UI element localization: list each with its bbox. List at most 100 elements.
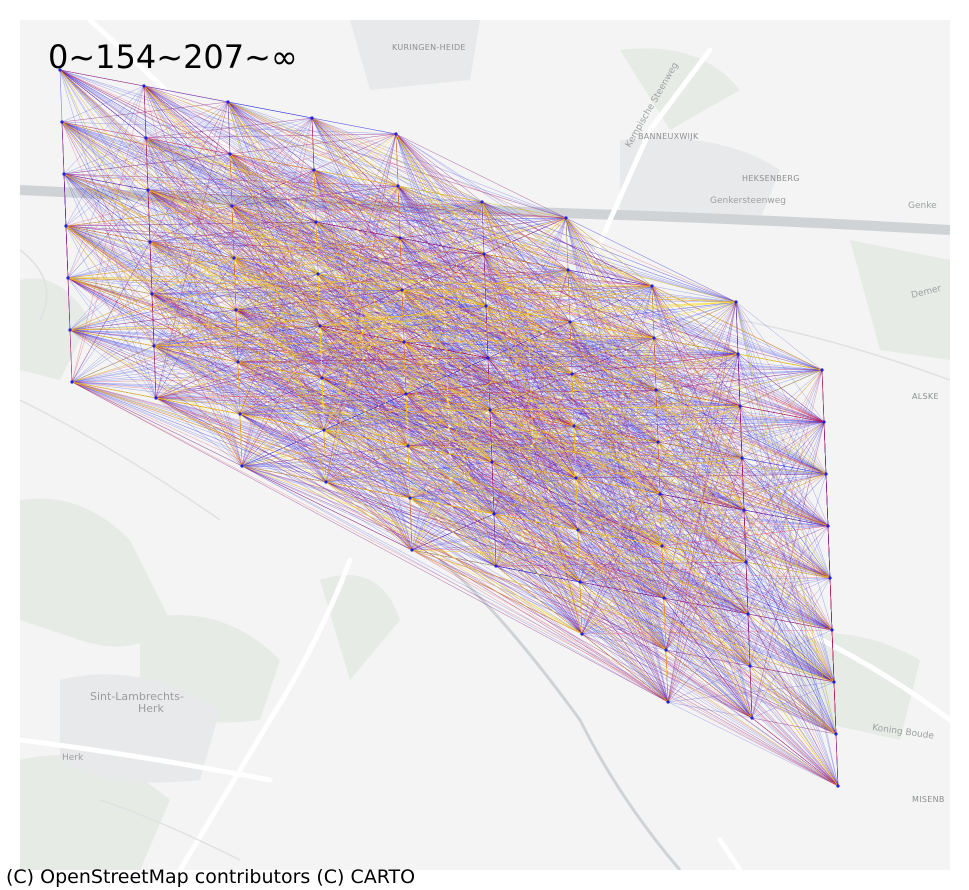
od-flow-line <box>323 429 663 547</box>
od-node <box>740 456 744 460</box>
od-node <box>396 184 400 188</box>
od-flow-line <box>145 137 237 311</box>
od-flow-line <box>573 425 661 495</box>
od-flow-line <box>411 549 835 683</box>
od-node <box>480 200 484 204</box>
place-label-misenb: MISENB <box>912 795 945 804</box>
attribution: (C) OpenStreetMap contributors (C) CARTO <box>6 866 416 888</box>
od-node <box>144 136 148 140</box>
od-node <box>154 396 158 400</box>
od-node <box>62 172 66 176</box>
od-node <box>232 256 236 260</box>
od-flow-line <box>411 549 747 563</box>
od-node <box>650 284 654 288</box>
od-flow-line <box>395 133 567 219</box>
od-node <box>70 380 74 384</box>
od-node <box>572 424 576 428</box>
od-node <box>238 412 242 416</box>
od-flow-line <box>67 277 407 395</box>
od-node <box>652 336 656 340</box>
od-node <box>494 564 498 568</box>
od-node <box>746 612 750 616</box>
od-flow-line <box>823 421 827 475</box>
od-node <box>318 324 322 328</box>
od-node <box>484 304 488 308</box>
od-node <box>400 288 404 292</box>
od-flow-line <box>751 717 839 787</box>
od-flow-line <box>411 549 583 635</box>
od-flow-line <box>323 289 403 431</box>
od-flow-line <box>491 461 579 531</box>
od-node <box>820 368 824 372</box>
od-flow-line <box>153 345 409 447</box>
od-flow-line <box>65 225 69 279</box>
od-node <box>410 548 414 552</box>
od-flow-line <box>65 205 233 227</box>
od-node <box>736 352 740 356</box>
od-node <box>226 100 230 104</box>
od-node <box>662 596 666 600</box>
od-flow-line <box>401 289 737 303</box>
od-node <box>580 632 584 636</box>
od-flow-line <box>409 497 839 787</box>
od-flow-line <box>67 277 403 291</box>
od-node <box>142 84 146 88</box>
od-flow-line <box>69 309 237 331</box>
map-area[interactable]: KURINGEN-HEIDE BANNEUXWIJK HEKSENBERG AL… <box>20 20 950 870</box>
od-flow-line <box>573 405 741 427</box>
od-node <box>404 392 408 396</box>
od-node <box>748 664 752 668</box>
road-label-genke: Genke <box>908 201 937 211</box>
od-node <box>240 464 244 468</box>
od-node <box>570 372 574 376</box>
od-flow-line <box>575 457 743 479</box>
od-node <box>832 680 836 684</box>
od-node <box>148 240 152 244</box>
od-flow-line <box>145 117 313 139</box>
place-label-alske: ALSKE <box>912 392 939 401</box>
od-flow-line <box>651 285 831 579</box>
od-node <box>574 476 578 480</box>
od-node <box>750 716 754 720</box>
od-node <box>664 648 668 652</box>
od-node <box>236 360 240 364</box>
od-flow-line <box>317 273 737 303</box>
od-flow-line <box>155 397 583 635</box>
od-node <box>60 120 64 124</box>
od-node <box>314 220 318 224</box>
od-node <box>152 344 156 348</box>
od-flow-line <box>237 341 405 363</box>
od-flow-line <box>411 549 497 567</box>
od-flow-line <box>61 101 229 123</box>
od-node <box>486 356 490 360</box>
od-node <box>320 376 324 380</box>
od-node <box>492 512 496 516</box>
od-flow-line <box>323 429 579 531</box>
od-node <box>744 560 748 564</box>
od-flow-line <box>319 305 487 327</box>
od-flow-line <box>735 301 823 371</box>
od-flow-line <box>155 397 243 467</box>
od-flow-line <box>71 381 669 703</box>
od-flow-line <box>323 337 655 431</box>
od-node <box>734 300 738 304</box>
od-flow-line <box>155 269 569 399</box>
od-flow-line <box>493 513 751 667</box>
od-flow-line <box>149 241 405 343</box>
od-node <box>568 320 572 324</box>
od-node <box>834 732 838 736</box>
od-node <box>482 252 486 256</box>
od-node <box>312 168 316 172</box>
od-flow-lines <box>59 69 839 787</box>
od-node <box>398 236 402 240</box>
od-node <box>230 204 234 208</box>
od-node <box>310 116 314 120</box>
od-node <box>402 340 406 344</box>
od-flow-line <box>71 381 839 787</box>
od-flow-line <box>405 305 487 395</box>
od-node <box>66 276 70 280</box>
od-node <box>666 700 670 704</box>
od-node <box>576 528 580 532</box>
od-flow-line <box>655 389 747 563</box>
od-node <box>234 308 238 312</box>
